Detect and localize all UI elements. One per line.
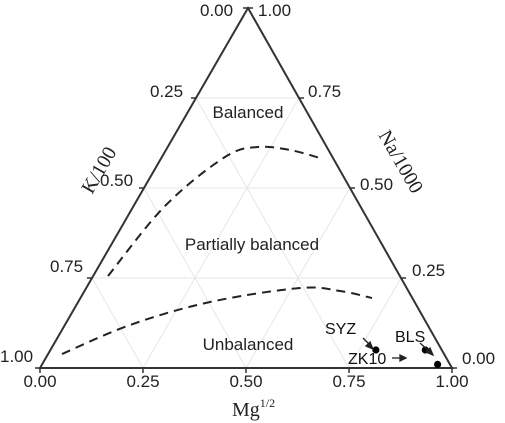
bottom-tick-label-2: 0.50 [229,372,262,391]
bottom-axis-title: Mg1/2 [232,396,275,421]
left-tick-label-3: 0.75 [50,257,83,276]
grid-line-mg-2 [348,277,402,369]
right-tick-label-1: 0.75 [308,82,341,101]
arrowhead-zk10 [399,353,408,363]
bottom-tick-label-0: 0.00 [23,372,56,391]
arrowhead-bls [424,346,435,357]
grid-line-mg-1 [245,187,351,369]
right-tick-label-0: 1.00 [258,1,291,20]
tick-marks [35,7,457,373]
right-tick-label-4: 0.00 [462,349,495,368]
bottom-tick-label-4: 1.00 [435,372,468,391]
left-tick-label-4: 1.00 [0,347,33,366]
point-label-bls: BLS [395,329,425,346]
left-tick-label-0: 0.00 [200,1,233,20]
grid-line-na-0 [195,97,350,369]
point-label-zk10: ZK10 [348,351,386,368]
full-equilibrium-curve [107,145,321,277]
right-tick-label-2: 0.50 [360,175,393,194]
bottom-axis-title-exponent: 1/2 [260,396,275,410]
point-label-syz: SYZ [325,321,356,338]
right-tick-label-3: 0.25 [412,261,445,280]
partial-equilibrium-curve [61,286,373,355]
region-label-balanced: Balanced [213,103,284,122]
region-label-unbalanced: Unbalanced [203,335,294,354]
grid-lines [91,97,402,369]
grid-line-na-1 [143,187,247,369]
sample-point-syz [372,346,380,354]
arrowhead-syz [364,340,375,351]
point-arrows [362,337,435,363]
bottom-tick-label-3: 0.75 [332,372,365,391]
bottom-axis-title-base: Mg [232,399,260,421]
region-label-partially-balanced: Partially balanced [185,235,319,254]
grid-line-mg-0 [142,97,300,369]
left-tick-label-2: 0.50 [100,171,133,190]
grid-line-na-2 [91,277,144,369]
sample-point-bls [434,360,442,368]
left-tick-label-1: 0.25 [150,82,183,101]
bottom-tick-label-1: 0.25 [126,372,159,391]
